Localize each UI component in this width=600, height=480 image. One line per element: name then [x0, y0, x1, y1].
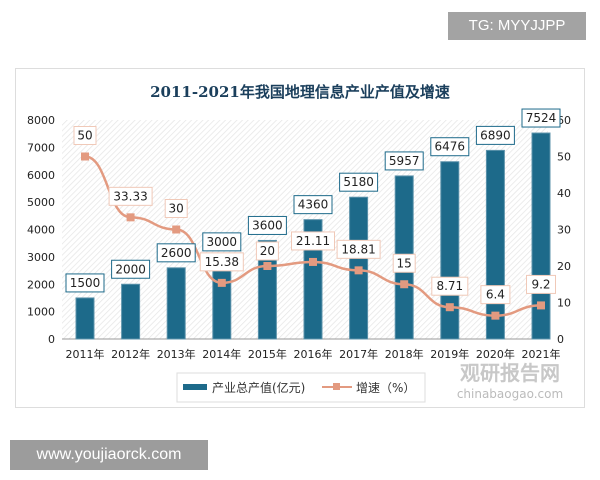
right-tick-label: 10 [557, 297, 571, 310]
category-label: 2012年 [111, 347, 150, 361]
growth-point [126, 213, 135, 222]
bar-label-box [430, 137, 470, 157]
growth-label: 15 [397, 256, 412, 270]
growth-point [309, 257, 317, 266]
bar-label: 5180 [343, 175, 374, 189]
growth-label: 6.4 [486, 288, 505, 302]
bar-label: 6890 [480, 128, 511, 142]
watermark-logo-url: chinabaogao.com [457, 387, 563, 401]
growth-label: 8.71 [436, 279, 463, 293]
growth-point [445, 303, 454, 312]
left-tick-label: 4000 [27, 224, 55, 237]
bar-label-box [247, 215, 287, 235]
growth-label-box [336, 239, 381, 259]
right-tick-label: 30 [557, 224, 571, 237]
bar-label-box [475, 125, 515, 145]
bar [75, 297, 95, 340]
bar-label: 5957 [389, 154, 420, 168]
growth-label: 20 [260, 244, 275, 258]
legend-bar-label: 产业总产值(亿元) [212, 380, 305, 395]
bar-label-box [384, 151, 424, 171]
legend-line-marker [333, 383, 340, 390]
watermark-top: TG: MYYJJPP [448, 12, 586, 40]
growth-label-box [164, 199, 188, 218]
right-tick-label: 40 [557, 187, 571, 200]
chart-title: 2011-2021年我国地理信息产业产值及增速 [150, 83, 450, 101]
growth-label: 50 [77, 129, 92, 143]
right-tick-label: 50 [557, 151, 571, 164]
category-label: 2011年 [66, 347, 105, 361]
left-tick-label: 7000 [27, 141, 55, 154]
left-tick-label: 6000 [27, 169, 55, 182]
growth-label: 21.11 [296, 234, 330, 248]
growth-label: 30 [169, 202, 184, 216]
growth-point [491, 311, 500, 320]
bar-label-box [65, 273, 105, 293]
growth-point [537, 301, 545, 310]
bar-label: 3000 [207, 235, 238, 249]
legend-line-label: 增速（%） [356, 381, 415, 395]
growth-label-box [199, 252, 244, 272]
growth-label-box [291, 231, 335, 251]
right-tick-label: 20 [557, 260, 571, 273]
growth-label-box [108, 186, 153, 206]
category-label: 2018年 [385, 347, 424, 361]
right-tick-label: 0 [557, 333, 564, 346]
bar-label-box [293, 195, 333, 215]
bar-label: 1500 [70, 276, 101, 290]
bar-label: 2000 [115, 262, 146, 276]
bar-label-box [339, 172, 379, 192]
bar [166, 267, 186, 340]
chart-frame [15, 68, 585, 408]
bar-label: 4360 [298, 198, 329, 212]
left-tick-label: 8000 [27, 114, 55, 127]
growth-label: 18.81 [341, 242, 375, 256]
growth-label-box [255, 241, 279, 261]
category-label: 2016年 [294, 347, 333, 361]
bar [440, 161, 460, 340]
bar [121, 283, 141, 340]
category-label: 2020年 [476, 347, 515, 361]
growth-label-box [73, 126, 97, 145]
left-tick-label: 5000 [27, 196, 55, 209]
legend-bar-swatch [183, 384, 207, 390]
category-label: 2014年 [202, 347, 241, 361]
bar-label: 7524 [526, 111, 557, 125]
left-tick-label: 3000 [27, 251, 55, 264]
growth-point [400, 280, 409, 289]
growth-point [263, 262, 272, 270]
bar-label-box [111, 259, 151, 279]
growth-label-box [526, 274, 556, 294]
growth-label-box [431, 276, 469, 296]
bar-label-box [202, 232, 242, 252]
growth-line [84, 155, 542, 317]
bar-label: 6476 [435, 140, 466, 154]
category-label: 2021年 [522, 347, 561, 361]
legend [176, 372, 426, 403]
bar-label: 3600 [252, 218, 283, 232]
growth-point [217, 278, 226, 287]
watermark-logo: 观研报告网 [460, 361, 560, 385]
growth-label-box [480, 285, 511, 305]
bar-label-box [156, 243, 196, 263]
left-tick-label: 0 [48, 333, 55, 346]
growth-point [81, 152, 89, 161]
category-label: 2017年 [339, 347, 378, 361]
category-label: 2015年 [248, 347, 287, 361]
left-tick-label: 1000 [27, 306, 55, 319]
category-label: 2013年 [157, 347, 196, 361]
growth-label-box [392, 253, 416, 273]
watermark-bottom: www.youjiaorck.com [10, 440, 208, 470]
category-label: 2019年 [430, 347, 469, 361]
growth-point [354, 266, 363, 275]
growth-label: 9.2 [531, 277, 550, 291]
bar [485, 149, 505, 340]
growth-label: 33.33 [113, 189, 147, 203]
bar-label-box [521, 108, 561, 128]
left-tick-label: 2000 [27, 278, 55, 291]
growth-label: 15.38 [205, 255, 239, 269]
growth-point [172, 225, 181, 234]
bar-label: 2600 [161, 246, 192, 260]
